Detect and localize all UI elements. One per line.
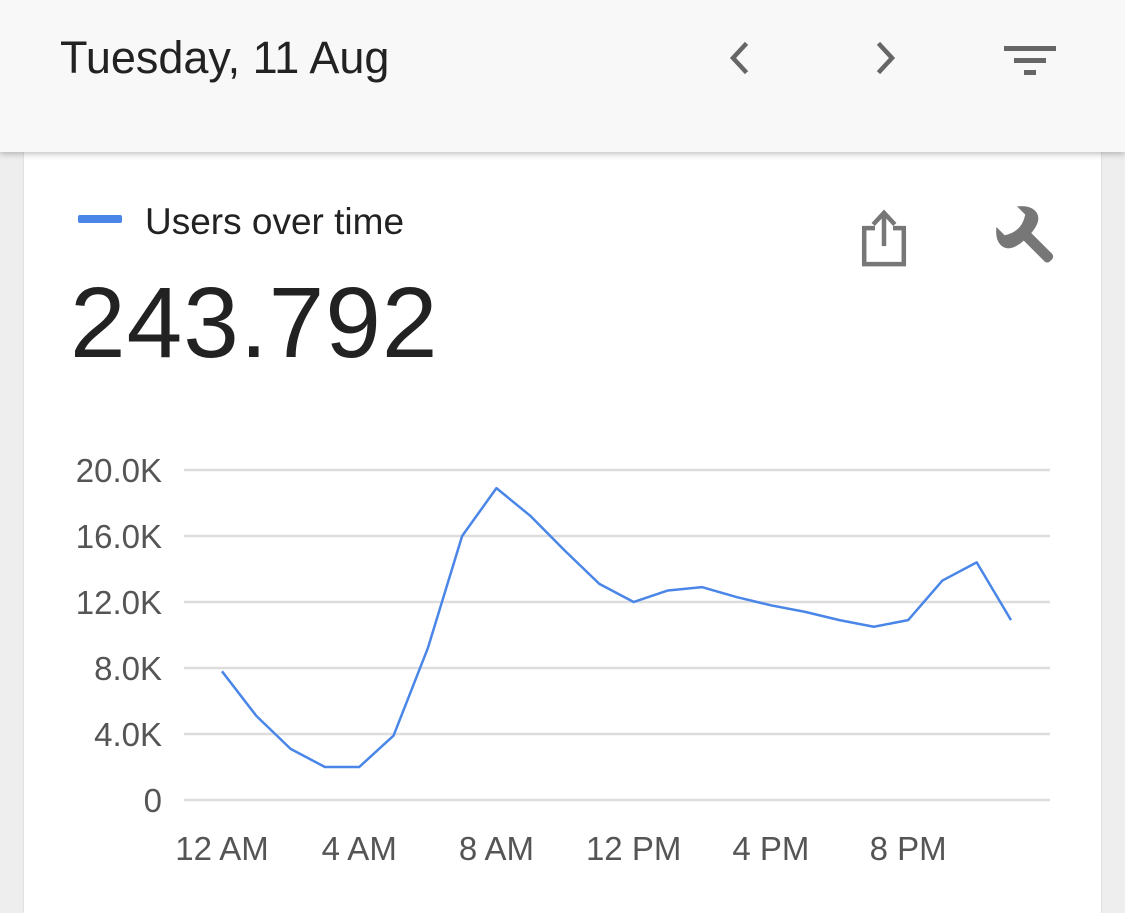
y-tick-label: 8.0K: [94, 650, 162, 687]
share-icon: [861, 209, 907, 267]
next-day-button[interactable]: [855, 28, 915, 88]
filter-button[interactable]: [998, 28, 1062, 88]
x-tick-label: 12 AM: [175, 830, 269, 867]
users-over-time-card: Users over time 243.792 0 4.0K 8.0K 12.0K 16…: [24, 152, 1101, 913]
date-title: Tuesday, 11 Aug: [60, 32, 390, 83]
y-tick-label: 12.0K: [76, 584, 162, 621]
legend-label: Users over time: [145, 201, 405, 242]
y-tick-label: 20.0K: [76, 452, 162, 489]
share-button[interactable]: [846, 200, 922, 276]
y-tick-label: 4.0K: [94, 716, 162, 753]
legend-swatch: [78, 215, 122, 223]
x-tick-label: 12 PM: [586, 830, 681, 867]
x-tick-label: 8 AM: [459, 830, 534, 867]
configure-button[interactable]: [990, 200, 1066, 276]
x-tick-label: 4 PM: [732, 830, 809, 867]
chevron-left-icon: [729, 41, 749, 75]
wrench-icon: [996, 206, 1054, 263]
y-tick-label: 0: [144, 782, 162, 819]
top-app-bar: Tuesday, 11 Aug: [0, 0, 1125, 152]
total-users-value: 243.792: [70, 267, 439, 379]
users-line-chart: 0 4.0K 8.0K 12.0K 16.0K 20.0K 12 AM 4 AM 8 AM 12 …: [76, 452, 1050, 867]
series-line: [221, 486, 1013, 769]
filter-icon: [1004, 46, 1056, 75]
x-tick-label: 8 PM: [870, 830, 947, 867]
x-tick-label: 4 AM: [322, 830, 397, 867]
chevron-right-icon: [876, 41, 896, 75]
previous-day-button[interactable]: [710, 28, 770, 88]
y-tick-label: 16.0K: [76, 518, 162, 555]
